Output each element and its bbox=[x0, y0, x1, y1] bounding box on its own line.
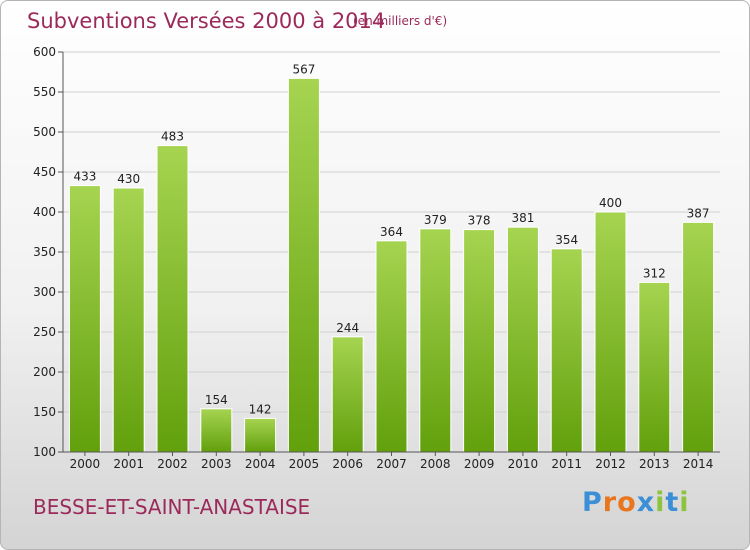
x-tick-label-2006: 2006 bbox=[332, 457, 363, 471]
x-tick-label-2000: 2000 bbox=[70, 457, 101, 471]
bar-2007 bbox=[375, 240, 408, 453]
x-tick-label-2003: 2003 bbox=[201, 457, 232, 471]
value-label-2013: 312 bbox=[643, 266, 666, 280]
logo-letter: i bbox=[679, 487, 690, 518]
logo-letter: t bbox=[665, 487, 680, 518]
x-tick-label-2002: 2002 bbox=[157, 457, 188, 471]
bar-2009 bbox=[463, 229, 496, 453]
value-label-2011: 354 bbox=[555, 233, 578, 247]
value-label-2012: 400 bbox=[599, 196, 622, 210]
logo-letter: i bbox=[655, 487, 666, 518]
value-label-2007: 364 bbox=[380, 225, 403, 239]
value-label-2014: 387 bbox=[687, 206, 710, 220]
x-tick-label-2014: 2014 bbox=[683, 457, 714, 471]
bar-2000 bbox=[68, 185, 101, 453]
x-tick-label-2013: 2013 bbox=[639, 457, 670, 471]
bar-2001 bbox=[112, 187, 145, 453]
y-tick-label-200: 200 bbox=[33, 365, 56, 379]
logo-letter: r bbox=[602, 487, 618, 518]
bar-2012 bbox=[594, 211, 627, 453]
bar-2008 bbox=[419, 228, 452, 453]
chart-unit: (en milliers d'€) bbox=[353, 14, 448, 28]
y-tick-label-350: 350 bbox=[33, 245, 56, 259]
y-tick-label-150: 150 bbox=[33, 405, 56, 419]
y-tick-label-300: 300 bbox=[33, 285, 56, 299]
x-tick-label-2010: 2010 bbox=[508, 457, 539, 471]
bar-2003 bbox=[200, 408, 233, 453]
y-tick-label-600: 600 bbox=[33, 45, 56, 59]
value-label-2001: 430 bbox=[117, 172, 140, 186]
bar-2010 bbox=[506, 226, 539, 453]
logo-letter: P bbox=[582, 487, 603, 518]
value-label-2003: 154 bbox=[205, 393, 228, 407]
y-tick-label-450: 450 bbox=[33, 165, 56, 179]
x-tick-label-2008: 2008 bbox=[420, 457, 451, 471]
x-tick-label-2001: 2001 bbox=[113, 457, 144, 471]
y-tick-label-250: 250 bbox=[33, 325, 56, 339]
y-tick-label-400: 400 bbox=[33, 205, 56, 219]
value-label-2002: 483 bbox=[161, 130, 184, 144]
y-tick-label-100: 100 bbox=[33, 445, 56, 459]
axes: 100 150 200 250 300 350 400 450 500 550 600 2000 200… bbox=[33, 45, 720, 471]
town-name: BESSE-ET-SAINT-ANASTAISE bbox=[33, 495, 311, 519]
x-tick-label-2005: 2005 bbox=[289, 457, 320, 471]
bar-2004 bbox=[244, 417, 277, 453]
value-label-2005: 567 bbox=[292, 62, 315, 76]
value-label-2006: 244 bbox=[336, 321, 359, 335]
bars bbox=[68, 77, 715, 453]
x-tick-label-2012: 2012 bbox=[595, 457, 626, 471]
value-label-2008: 379 bbox=[424, 213, 447, 227]
value-label-2004: 142 bbox=[249, 402, 272, 416]
y-tick-label-500: 500 bbox=[33, 125, 56, 139]
bar-2006 bbox=[331, 336, 364, 453]
bar-2002 bbox=[156, 145, 189, 453]
bar-2014 bbox=[682, 221, 715, 453]
bar-2013 bbox=[638, 281, 671, 453]
value-label-2009: 378 bbox=[468, 214, 491, 228]
x-tick-label-2004: 2004 bbox=[245, 457, 276, 471]
bar-2011 bbox=[550, 248, 583, 453]
value-label-2000: 433 bbox=[73, 170, 96, 184]
chart-title: Subventions Versées 2000 à 2014 bbox=[27, 9, 386, 33]
x-tick-label-2009: 2009 bbox=[464, 457, 495, 471]
bar-2005 bbox=[287, 77, 320, 453]
y-tick-label-550: 550 bbox=[33, 85, 56, 99]
x-tick-label-2011: 2011 bbox=[551, 457, 582, 471]
x-tick-label-2007: 2007 bbox=[376, 457, 407, 471]
logo-letter: o bbox=[617, 487, 637, 518]
logo-letter: x bbox=[636, 487, 656, 518]
value-label-2010: 381 bbox=[511, 211, 534, 225]
value-labels: 433 430 483 154 142 567 244 364 379 378 381 354 400 3… bbox=[73, 62, 709, 416]
proxiti-logo[interactable]: Proxiti bbox=[582, 487, 690, 518]
